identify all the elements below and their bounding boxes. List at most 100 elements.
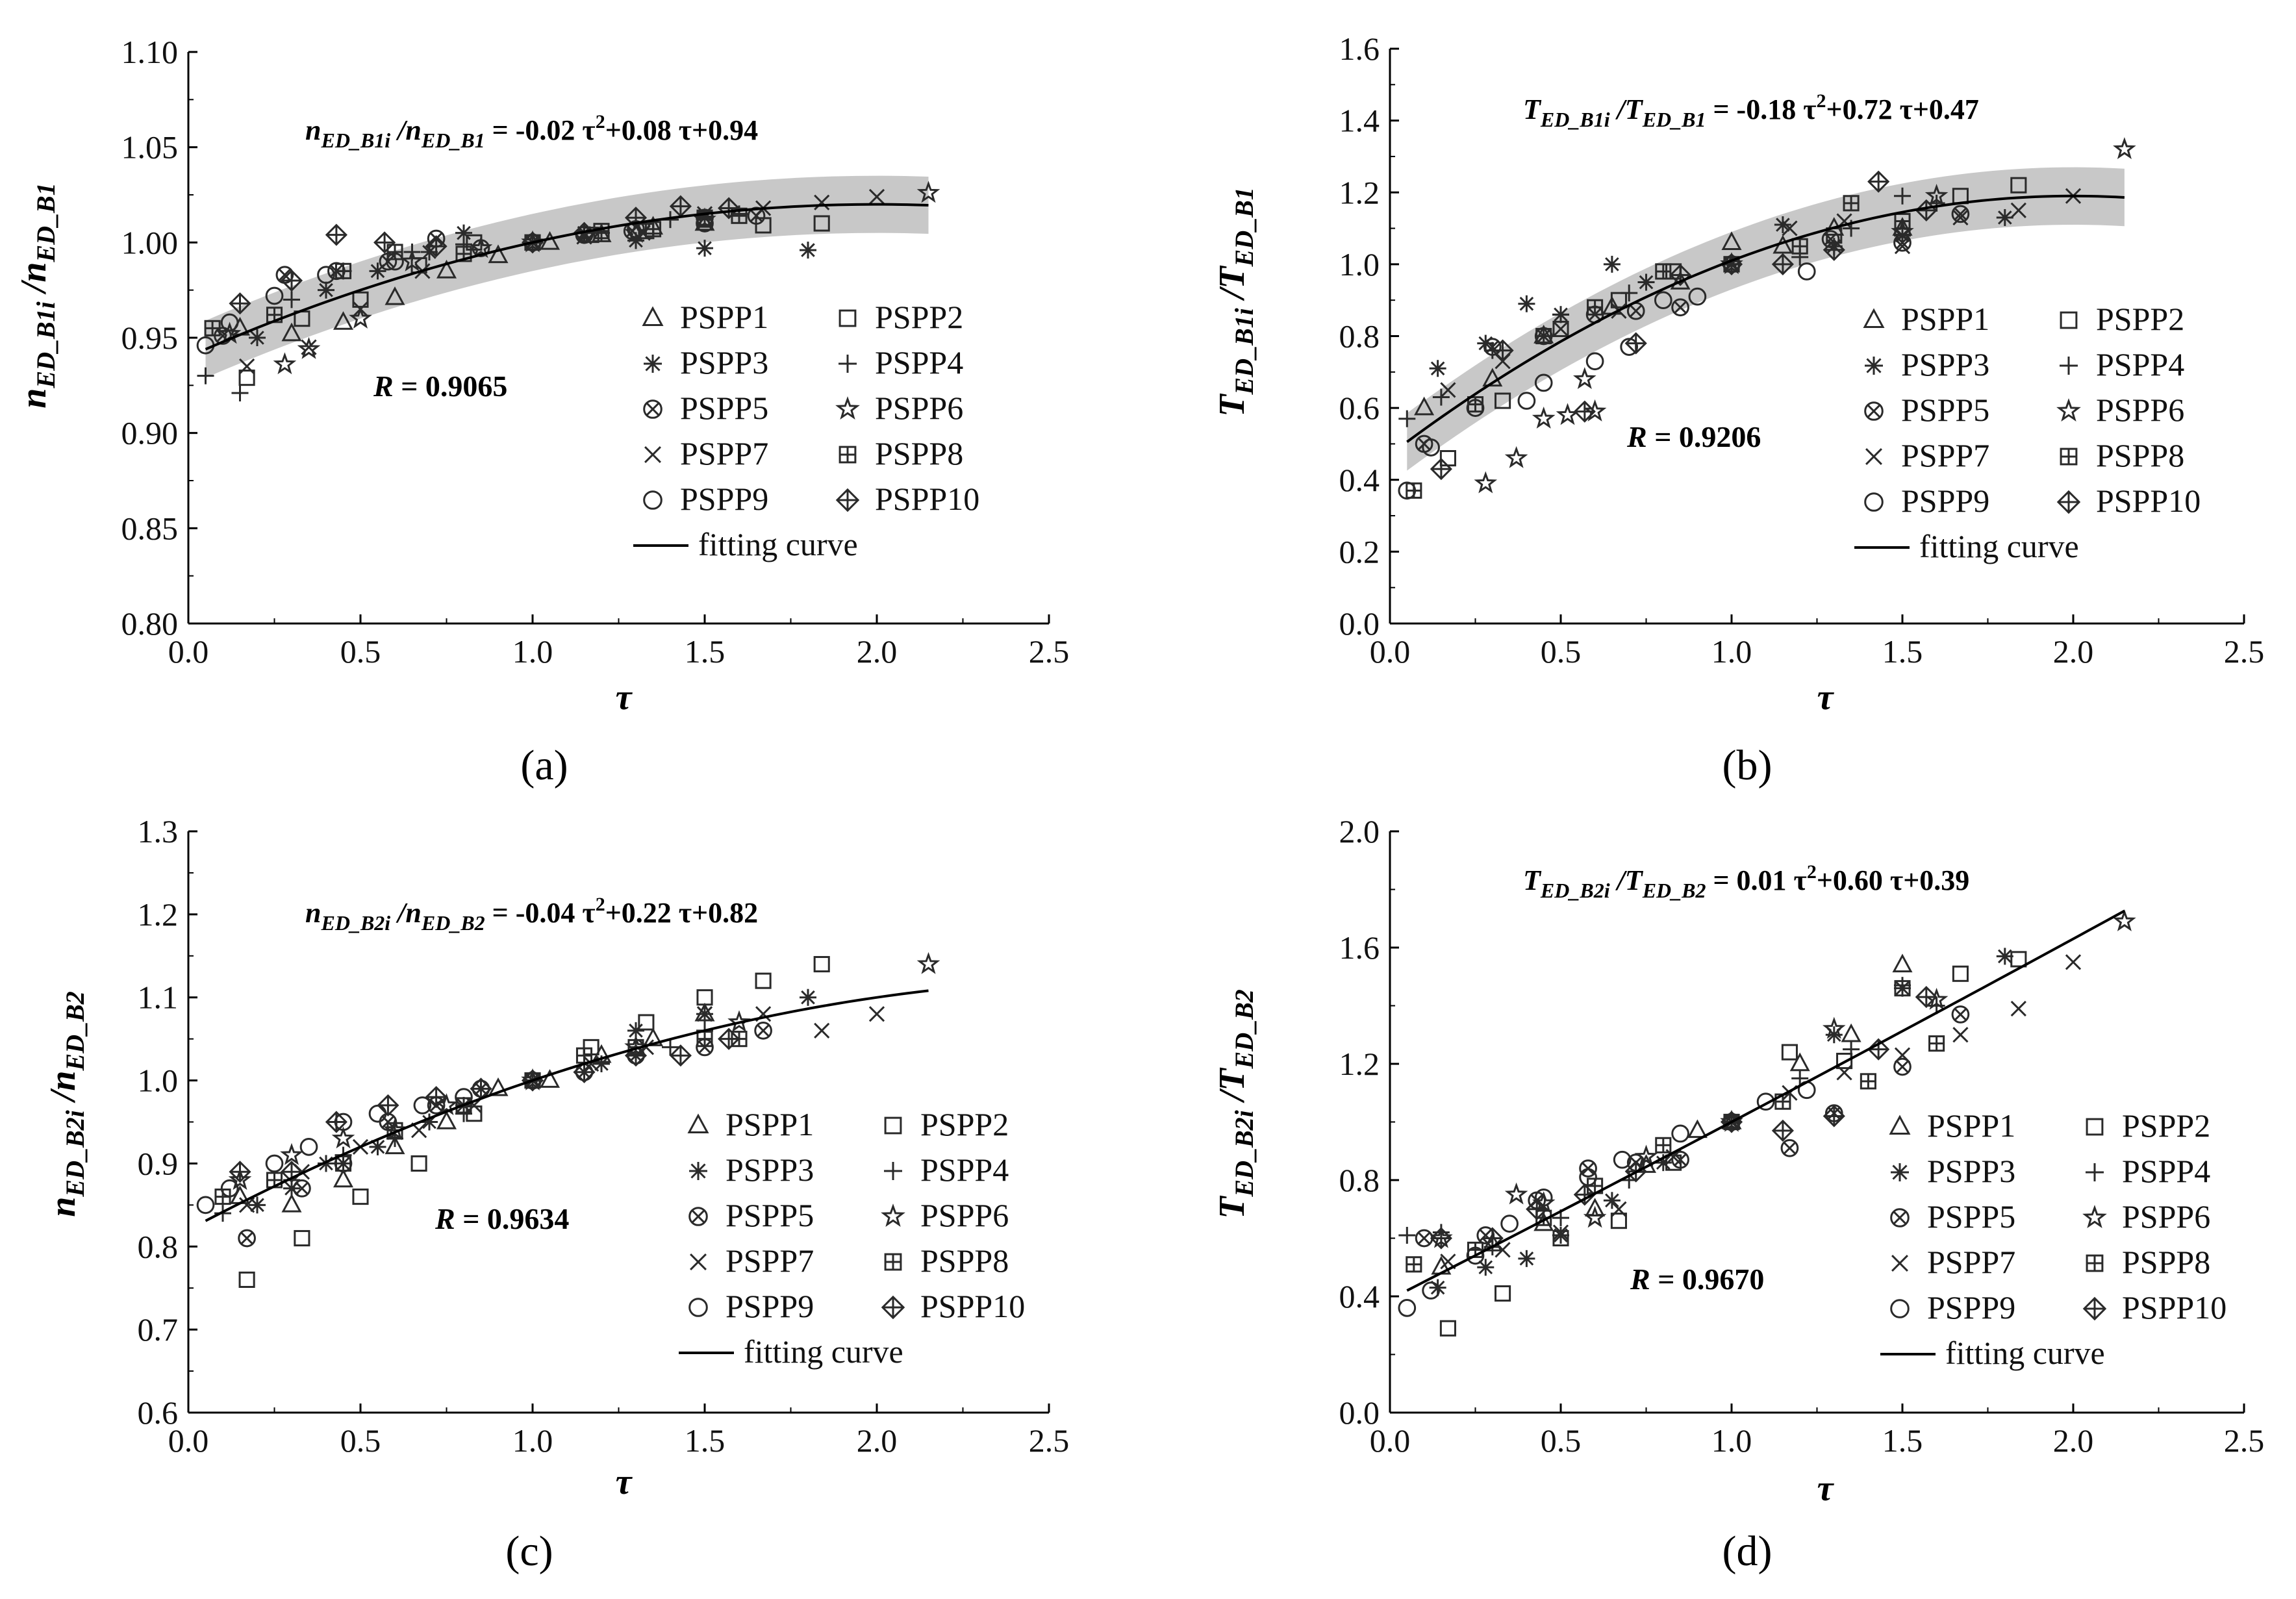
legend-label: PSPP10 bbox=[2096, 483, 2201, 519]
x-tick-label: 1.5 bbox=[1882, 633, 1923, 670]
data-point bbox=[1406, 1256, 1422, 1273]
data-point bbox=[377, 1094, 399, 1116]
data-point bbox=[813, 215, 830, 232]
data-point bbox=[436, 1111, 457, 1129]
legend-label: PSPP10 bbox=[2122, 1289, 2227, 1326]
y-axis-label: TED_B2i /TED_B2 bbox=[1212, 989, 1259, 1219]
data-point bbox=[333, 311, 354, 330]
fitting-curve bbox=[205, 203, 929, 351]
legend-marker bbox=[642, 306, 664, 326]
plot-area: 0.0 0.5 1.0 1.5 2.0 2.5 0.0 0.4 0.8 1.2 1.6 2.0 PSPP… bbox=[1339, 813, 2265, 1459]
data-point bbox=[1928, 1035, 1945, 1052]
confidence-band bbox=[1407, 167, 2125, 471]
plot-area: 0.0 0.5 1.0 1.5 2.0 2.5 0.0 0.2 0.4 0.6 0.8 1.0 1.2 1… bbox=[1339, 31, 2265, 670]
data-point bbox=[1624, 332, 1647, 355]
legend-label: PSPP9 bbox=[725, 1288, 814, 1324]
legend-marker bbox=[2082, 1205, 2107, 1229]
legend-marker bbox=[644, 355, 662, 373]
legend-label: PSPP7 bbox=[725, 1242, 814, 1279]
data-point bbox=[718, 1027, 740, 1050]
x-tick-label: 2.0 bbox=[857, 633, 898, 670]
legend-label: PSPP6 bbox=[2096, 392, 2184, 428]
legend-marker bbox=[839, 446, 857, 464]
data-point bbox=[1491, 339, 1514, 362]
data-point bbox=[1952, 1027, 1969, 1043]
data-point bbox=[1585, 352, 1604, 371]
data-point bbox=[1924, 184, 1949, 206]
data-point bbox=[1610, 292, 1627, 308]
data-point bbox=[1836, 1052, 1853, 1070]
y-tick-label: 2.0 bbox=[1339, 813, 1380, 850]
legend-marker bbox=[1865, 448, 1882, 465]
x-tick-label: 1.5 bbox=[1882, 1422, 1923, 1459]
data-point bbox=[333, 1168, 354, 1188]
legend-label: PSPP5 bbox=[680, 390, 768, 426]
data-point bbox=[1603, 1192, 1621, 1209]
data-point bbox=[814, 1022, 830, 1039]
data-point bbox=[425, 235, 448, 258]
x-tick-label: 0.0 bbox=[1370, 1422, 1411, 1459]
data-point bbox=[1654, 291, 1672, 310]
legend-label: PSPP8 bbox=[2096, 437, 2184, 473]
data-point bbox=[1822, 1016, 1846, 1039]
data-point bbox=[220, 313, 239, 332]
data-point bbox=[273, 352, 297, 375]
data-point bbox=[334, 262, 352, 279]
x-tick-label: 0.0 bbox=[168, 1422, 209, 1459]
x-tick-label: 0.5 bbox=[1541, 633, 1582, 670]
data-point bbox=[331, 1126, 355, 1149]
data-point bbox=[2113, 137, 2136, 160]
legend-label: PSPP2 bbox=[875, 299, 963, 335]
series-pspp8 bbox=[204, 207, 748, 336]
data-point bbox=[1687, 1119, 1708, 1139]
y-tick-label: 1.2 bbox=[138, 896, 179, 933]
data-point bbox=[2010, 1000, 2026, 1017]
data-point bbox=[1398, 1299, 1417, 1317]
y-tick-label: 1.4 bbox=[1339, 103, 1380, 139]
y-tick-label: 1.3 bbox=[138, 813, 179, 850]
data-point bbox=[642, 1027, 664, 1046]
panel-caption: (a) bbox=[520, 742, 568, 789]
data-point bbox=[1466, 399, 1485, 417]
data-point bbox=[385, 286, 405, 305]
legend-label: PSPP8 bbox=[875, 435, 963, 472]
y-tick-label: 1.0 bbox=[1339, 246, 1380, 283]
legend-marker bbox=[2056, 490, 2081, 514]
y-tick-label: 0.9 bbox=[138, 1145, 179, 1181]
legend-label: PSPP6 bbox=[875, 390, 963, 426]
panel-caption: (d) bbox=[1722, 1528, 1772, 1575]
data-point bbox=[1671, 1124, 1689, 1143]
data-point bbox=[317, 266, 335, 284]
data-point bbox=[238, 1271, 255, 1288]
data-point bbox=[1951, 205, 1970, 223]
legend-label: PSPP4 bbox=[2096, 346, 2184, 383]
legend-marker bbox=[690, 1253, 707, 1270]
chart-panel-d: 0.0 0.5 1.0 1.5 2.0 2.5 0.0 0.4 0.8 1.2 1.6 2.0 PSPP… bbox=[1212, 813, 2264, 1575]
series-pspp10 bbox=[1430, 170, 1937, 481]
data-point bbox=[696, 214, 714, 233]
y-tick-label: 1.2 bbox=[1339, 1046, 1380, 1082]
data-point bbox=[265, 1154, 284, 1173]
data-point bbox=[627, 1022, 644, 1039]
x-axis-label: τ bbox=[1817, 677, 1835, 718]
r-value-label: R = 0.9065 bbox=[373, 370, 507, 403]
data-point bbox=[1867, 170, 1890, 193]
legend-label: PSPP2 bbox=[2096, 301, 2184, 337]
legend-fit-label: fitting curve bbox=[698, 526, 858, 562]
legend-marker bbox=[689, 1162, 707, 1180]
legend-label: PSPP5 bbox=[1927, 1198, 2015, 1235]
y-tick-label: 1.6 bbox=[1339, 929, 1380, 966]
legend-marker bbox=[2060, 357, 2078, 375]
data-point bbox=[1552, 321, 1569, 337]
data-point bbox=[638, 1014, 655, 1031]
data-point bbox=[1621, 284, 1638, 302]
data-point bbox=[1610, 1213, 1627, 1229]
legend-label: PSPP9 bbox=[1901, 483, 1989, 519]
r-value-label: R = 0.9670 bbox=[1630, 1263, 1764, 1296]
r-value-label: R = 0.9206 bbox=[1626, 420, 1761, 453]
x-tick-label: 0.5 bbox=[340, 633, 381, 670]
data-point bbox=[294, 1229, 310, 1247]
legend-marker bbox=[881, 1295, 905, 1320]
data-point bbox=[1573, 367, 1596, 390]
y-tick-label: 0.4 bbox=[1339, 462, 1380, 498]
